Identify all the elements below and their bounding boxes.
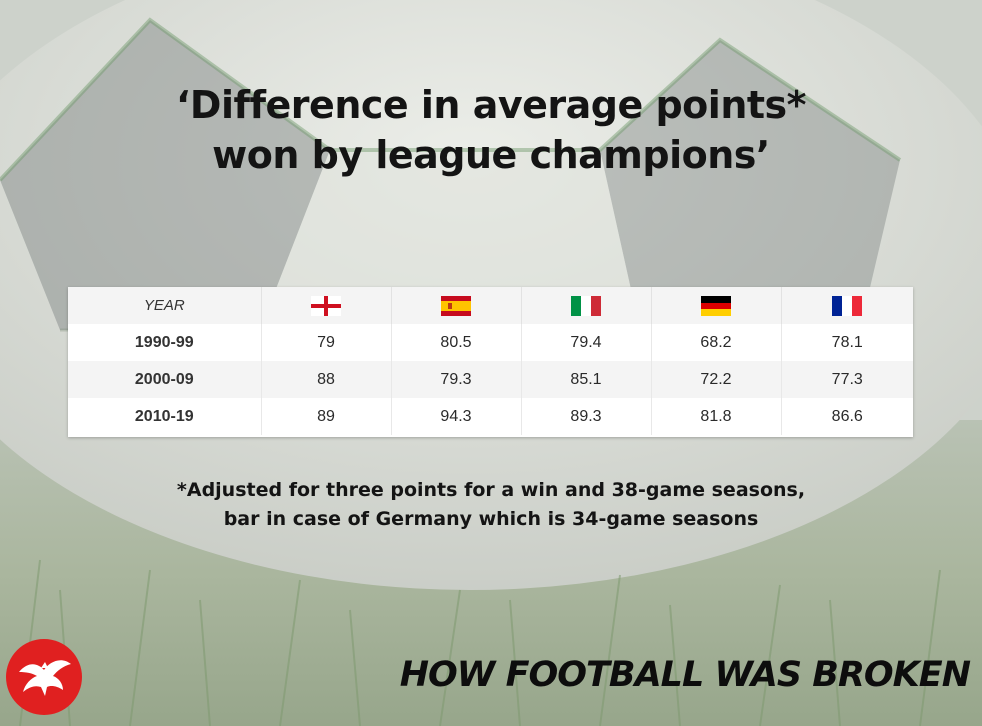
eagle-logo-icon[interactable] — [5, 638, 83, 716]
spain-value-cell: 79.3 — [391, 361, 522, 398]
spain-flag-icon — [441, 295, 471, 316]
france-value-cell: 86.6 — [831, 407, 863, 425]
chart-title-line-2: won by league champions’ — [212, 133, 770, 177]
germany-value-cell: 81.8 — [651, 398, 782, 435]
footnote-line-1: *Adjusted for three points for a win and… — [176, 479, 806, 501]
italy-column-header — [521, 287, 652, 324]
year-cell: 2010-19 — [68, 398, 262, 435]
table-row: 2000-09 88 79.3 85.1 72.2 77.3 — [68, 361, 913, 398]
chart-title-line-1: ‘Difference in average points* — [175, 83, 807, 127]
spain-column-header — [391, 287, 522, 324]
france-value-cell: 77.3 — [781, 361, 913, 398]
footnote: *Adjusted for three points for a win and… — [0, 476, 982, 534]
table-row: 2010-19 89 94.3 89.3 81.8 86.6 — [68, 398, 913, 435]
england-column-header — [261, 287, 392, 324]
series-title: HOW FOOTBALL WAS BROKEN — [399, 655, 971, 695]
england-value-cell: 79 — [261, 324, 392, 361]
france-value-cell: 78.1 — [831, 333, 863, 351]
germany-column-header — [651, 287, 782, 324]
spain-value-cell: 80.5 — [391, 324, 522, 361]
chart-title: ‘Difference in average points* won by le… — [0, 80, 982, 180]
france-column-header — [781, 287, 913, 324]
england-value-cell: 88 — [261, 361, 392, 398]
england-flag-icon — [311, 295, 341, 316]
france-flag-icon — [832, 295, 863, 316]
year-column-header: YEAR — [68, 287, 262, 324]
italy-value-cell: 79.4 — [521, 324, 652, 361]
table-row: 1990-99 79 80.5 79.4 68.2 78.1 — [68, 324, 913, 361]
year-cell: 2000-09 — [68, 361, 262, 398]
germany-value-cell: 68.2 — [651, 324, 782, 361]
points-table-card: YEAR — [68, 287, 913, 437]
points-table: YEAR — [68, 287, 913, 435]
year-cell: 1990-99 — [68, 324, 262, 361]
italy-value-cell: 85.1 — [521, 361, 652, 398]
england-value-cell: 89 — [261, 398, 392, 435]
germany-value-cell: 72.2 — [651, 361, 782, 398]
italy-flag-icon — [571, 295, 601, 316]
spain-value-cell: 94.3 — [391, 398, 522, 435]
footnote-line-2: bar in case of Germany which is 34-game … — [223, 508, 759, 530]
table-header-row: YEAR — [68, 287, 913, 324]
italy-value-cell: 89.3 — [521, 398, 652, 435]
germany-flag-icon — [701, 295, 731, 316]
